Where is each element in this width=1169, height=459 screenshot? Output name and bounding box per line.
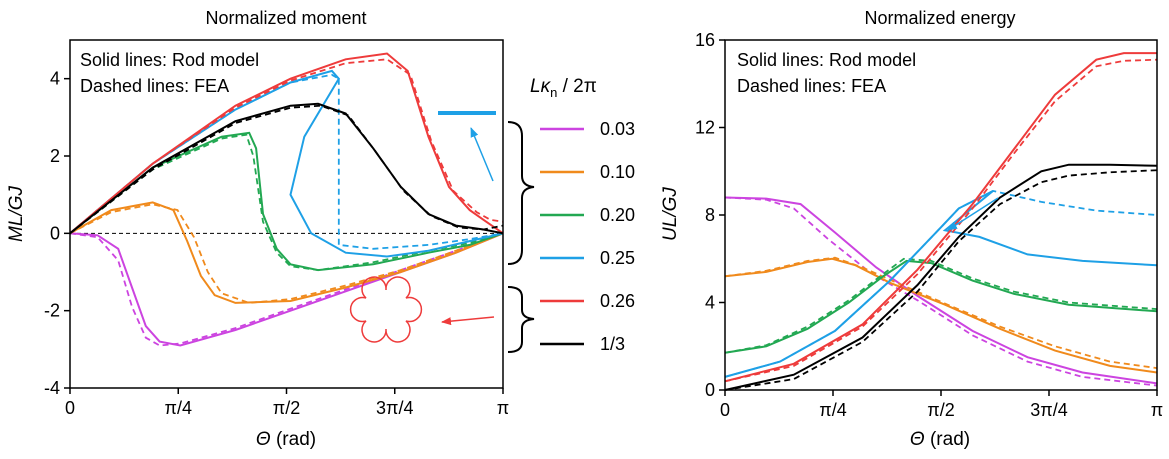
energy-series: [724, 52, 1158, 391]
rod-line-1-3: [69, 102, 504, 235]
rod-line-1-3: [724, 163, 1158, 391]
rod-line-0_26: [69, 52, 504, 235]
moment-title: Normalized moment: [205, 8, 366, 28]
energy-title: Normalized energy: [864, 8, 1015, 28]
x-tick-label: π: [1151, 400, 1163, 420]
legend-label: 0.20: [600, 205, 635, 225]
moment-y-axis-label: ML/GJ: [6, 186, 27, 242]
rod-line-0_10: [69, 201, 504, 304]
fea-line-0_10: [724, 256, 1158, 369]
legend: Lκn / 2π 0.03 0.10 0.20 0.25 0.26 1/3: [530, 76, 635, 354]
energy-annotation-dashed: Dashed lines: FEA: [737, 76, 886, 96]
moment-annotation-solid: Solid lines: Rod model: [80, 50, 259, 70]
fea-line-1-3: [724, 169, 1158, 391]
legend-label: 0.03: [600, 119, 635, 139]
x-tick-label: 3π/4: [1030, 400, 1067, 420]
rod-line-0_25: [69, 69, 504, 258]
energy-annotation-solid: Solid lines: Rod model: [737, 50, 916, 70]
rod-line-0_25: [724, 190, 1158, 378]
brace-lower: [507, 286, 535, 353]
rod-line-0_20: [724, 259, 1158, 354]
legend-label: 0.25: [600, 248, 635, 268]
y-tick-label: 2: [50, 146, 60, 166]
fea-line-drop-0_25: [337, 78, 504, 250]
x-tick-label: π/4: [165, 398, 192, 418]
moment-panel: Normalized moment 0 π/4 π/2 3π/4 π -4 -2 0 2 4 So…: [6, 8, 535, 450]
x-tick-label: π/2: [273, 398, 300, 418]
x-tick-label: 0: [65, 398, 75, 418]
legend-title-var: Lκ: [530, 76, 552, 97]
brace-upper: [507, 121, 535, 265]
flower-ring-icon: [349, 276, 423, 343]
moment-x-axis-label: Θ (rad): [256, 429, 316, 450]
y-tick-label: 4: [705, 293, 715, 313]
legend-label: 1/3: [600, 334, 625, 354]
x-tick-label: π: [497, 398, 509, 418]
rod-line-0_03: [724, 196, 1158, 385]
moment-series: [69, 52, 504, 347]
y-tick-label: -2: [44, 301, 60, 321]
moment-axis-ticks: 0 π/4 π/2 3π/4 π -4 -2 0 2 4: [44, 69, 509, 418]
moment-annotation-dashed: Dashed lines: FEA: [80, 76, 229, 96]
energy-x-axis-unit: (rad): [925, 429, 970, 450]
y-tick-label: 0: [50, 223, 60, 243]
legend-title: Lκn / 2π: [530, 76, 597, 100]
x-tick-label: π/4: [819, 400, 846, 420]
legend-items: 0.03 0.10 0.20 0.25 0.26 1/3: [540, 119, 635, 354]
energy-x-axis-label: Θ (rad): [910, 429, 970, 450]
y-tick-label: -4: [44, 378, 60, 398]
red-arrow: [441, 316, 495, 326]
y-tick-label: 8: [705, 205, 715, 225]
x-tick-label: 0: [720, 400, 730, 420]
y-tick-label: 4: [50, 69, 60, 89]
legend-label: 0.10: [600, 162, 635, 182]
energy-x-axis-var: Θ: [910, 429, 925, 450]
legend-title-rest: / 2π: [557, 76, 597, 97]
energy-y-axis-label: UL/GJ: [660, 187, 681, 241]
moment-x-axis-var: Θ: [256, 429, 271, 450]
rod-line-0_10: [724, 257, 1158, 374]
fea-line-0_26: [724, 58, 1158, 383]
fea-line-1-3: [69, 104, 504, 235]
energy-axis-ticks: 0 π/4 π/2 3π/4 π 0 4 8 12 16: [695, 30, 1163, 420]
fea-line-0_26: [69, 58, 504, 234]
legend-title-sub: n: [550, 85, 557, 100]
rod-line-0_20: [69, 131, 504, 272]
x-tick-label: π/2: [927, 400, 954, 420]
blue-arrow: [470, 127, 494, 182]
y-tick-label: 16: [695, 30, 715, 50]
legend-label: 0.26: [600, 291, 635, 311]
fea-line-0_25: [724, 189, 1158, 378]
moment-x-axis-unit: (rad): [271, 429, 316, 450]
y-tick-label: 0: [705, 380, 715, 400]
x-tick-label: 3π/4: [376, 398, 413, 418]
fea-line-0_03: [724, 196, 1158, 387]
fea-line-0_10: [69, 203, 504, 304]
rod-line-0_26: [724, 52, 1157, 383]
y-tick-label: 12: [695, 118, 715, 138]
fea-line-0_20: [724, 257, 1158, 354]
energy-panel: Normalized energy 0 π/4 π/2 3π/4 π 0 4 8 12 16 So…: [660, 8, 1163, 450]
energy-blue-arrow: [947, 197, 999, 231]
